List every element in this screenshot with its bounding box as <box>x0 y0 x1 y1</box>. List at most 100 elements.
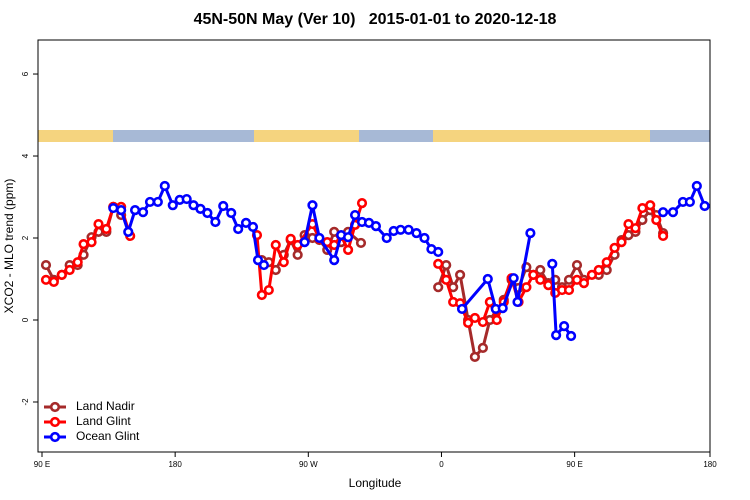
data-point <box>270 239 281 251</box>
data-point <box>601 264 612 276</box>
data-point <box>462 317 474 328</box>
data-point <box>559 321 570 332</box>
data-point <box>477 316 488 328</box>
data-point <box>40 259 52 271</box>
chart-title: 45N-50N May (Ver 10) 2015-01-01 to 2020-… <box>194 11 557 28</box>
x-tick-label: 0 <box>439 460 444 469</box>
legend-marker <box>49 431 61 443</box>
x-tick-label: 180 <box>703 460 717 469</box>
data-point <box>78 239 89 250</box>
data-point <box>285 233 296 244</box>
data-point <box>356 198 368 209</box>
data-point <box>469 312 481 324</box>
data-point <box>547 258 558 269</box>
data-point <box>181 193 192 205</box>
data-point <box>578 278 590 289</box>
data-point <box>565 330 577 342</box>
data-point <box>349 209 361 221</box>
data-point <box>137 207 149 218</box>
data-point <box>123 226 134 237</box>
data-point <box>370 221 382 232</box>
data-point <box>623 218 634 230</box>
x-axis-label: Longitude <box>349 476 402 490</box>
data-point <box>571 259 583 271</box>
data-point <box>292 249 303 260</box>
data-point <box>116 205 127 216</box>
plot-frame <box>37 39 711 453</box>
data-point <box>258 259 270 271</box>
data-point <box>218 200 229 212</box>
data-point <box>381 232 392 244</box>
data-point <box>329 255 340 266</box>
data-point <box>482 273 493 285</box>
data-point <box>202 207 213 219</box>
data-point <box>699 200 710 212</box>
data-point <box>609 242 620 253</box>
data-point <box>525 227 536 239</box>
data-point <box>593 264 604 276</box>
data-point <box>521 282 532 293</box>
data-point <box>343 244 354 255</box>
data-point <box>56 269 67 281</box>
y-tick-label: 2 <box>21 235 30 240</box>
legend-marker <box>49 416 61 428</box>
data-point <box>630 223 641 234</box>
data-point <box>48 276 59 287</box>
data-point <box>307 200 318 211</box>
data-point <box>563 274 575 285</box>
land-ocean-strip <box>38 130 710 142</box>
data-point <box>86 237 97 248</box>
data-point <box>601 257 612 268</box>
y-tick-label: -2 <box>21 398 30 406</box>
data-point <box>101 223 112 235</box>
y-tick-label: 6 <box>21 71 30 76</box>
legend-marker <box>49 401 61 413</box>
data-point <box>691 180 702 192</box>
data-point <box>64 264 75 276</box>
x-tick-label: 90 W <box>299 460 318 469</box>
data-point <box>395 224 406 235</box>
data-point <box>441 259 452 271</box>
x-tick-label: 90 E <box>34 460 50 469</box>
data-point <box>512 296 523 308</box>
data-point <box>167 200 178 211</box>
data-point <box>240 217 252 228</box>
data-point <box>455 269 466 281</box>
data-point <box>637 202 648 214</box>
data-point <box>129 205 141 216</box>
data-point <box>144 196 156 208</box>
y-tick-label: 0 <box>21 317 30 322</box>
data-point <box>108 202 119 214</box>
data-point <box>411 227 422 239</box>
data-point <box>551 330 562 341</box>
data-point <box>403 224 414 235</box>
data-point <box>233 223 244 235</box>
data-point <box>343 232 354 243</box>
data-point <box>433 282 444 293</box>
data-point <box>152 196 163 208</box>
data-point <box>491 314 502 326</box>
data-point <box>645 200 656 211</box>
data-point <box>247 221 259 233</box>
data-point <box>433 246 444 258</box>
y-tick-label: 4 <box>21 153 30 158</box>
data-point <box>263 284 274 296</box>
data-point <box>40 274 52 285</box>
data-point <box>528 269 539 281</box>
data-point <box>278 257 289 268</box>
data-point <box>657 207 669 218</box>
data-point <box>651 214 662 226</box>
legend-label: Land Glint <box>76 414 131 428</box>
data-point <box>226 207 237 219</box>
data-point <box>469 351 481 362</box>
data-point <box>616 237 627 248</box>
data-point <box>684 196 695 208</box>
data-point <box>586 269 598 281</box>
legend-label: Ocean Glint <box>76 429 140 443</box>
data-point <box>535 264 546 276</box>
data-point <box>433 258 444 269</box>
x-tick-label: 180 <box>168 460 182 469</box>
data-point <box>477 342 488 353</box>
data-point <box>419 232 430 244</box>
